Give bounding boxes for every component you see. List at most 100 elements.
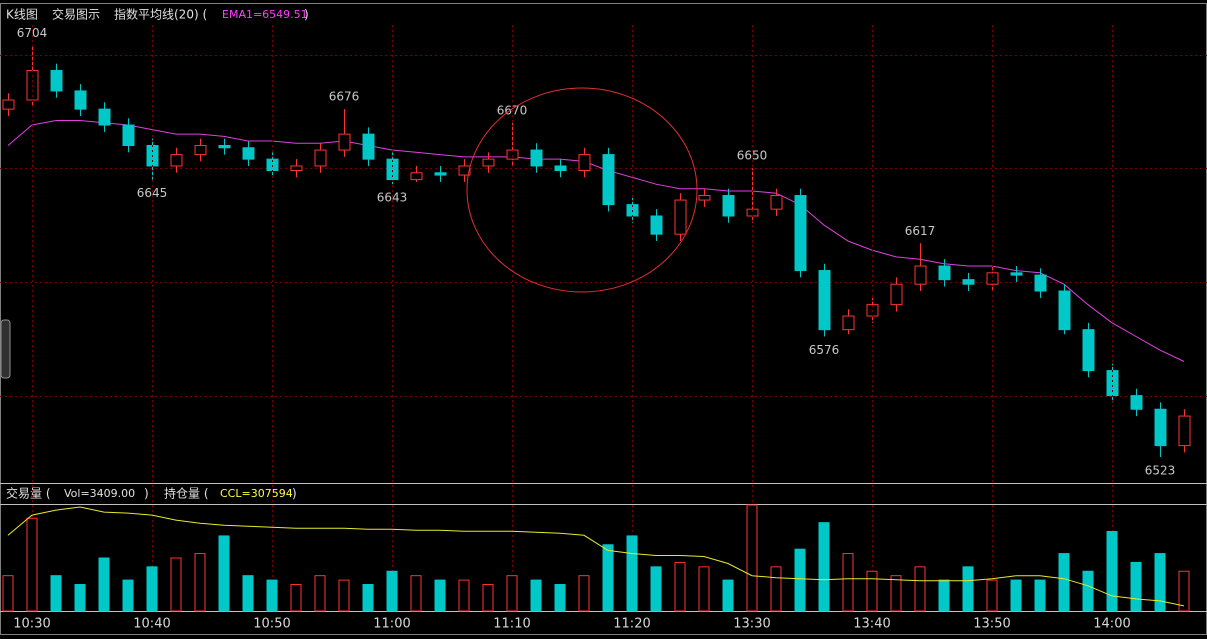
volume-bar xyxy=(554,584,566,612)
low-label: 6576 xyxy=(809,343,840,357)
candle-body xyxy=(698,195,711,201)
ema-line xyxy=(7,120,1185,362)
candle-body xyxy=(122,124,135,147)
vol-close: ) xyxy=(144,487,149,501)
ema-title: 指数平均线(20) ( xyxy=(114,7,207,22)
high-label: 6704 xyxy=(17,26,48,40)
x-tick-label: 10:30 xyxy=(13,617,50,632)
volume-bar xyxy=(338,579,350,612)
volume-bar xyxy=(26,517,38,612)
candle-body xyxy=(194,145,207,156)
volume-bar xyxy=(458,579,470,612)
volume-bar xyxy=(314,575,326,612)
candle-body xyxy=(290,165,303,172)
volume-bar xyxy=(170,557,182,612)
x-tick-label: 10:50 xyxy=(253,617,290,632)
candle-body xyxy=(1010,272,1023,276)
volume-bar xyxy=(98,557,110,612)
candle-body xyxy=(482,158,495,167)
candle-body xyxy=(986,272,999,285)
volume-bar xyxy=(1010,579,1022,612)
tab-kline[interactable]: K线图 xyxy=(6,8,38,22)
low-label: 6645 xyxy=(137,186,168,200)
ccl-line xyxy=(7,506,1185,607)
candle-body xyxy=(434,172,447,176)
candle-body xyxy=(50,69,63,92)
volume-bar xyxy=(746,504,758,612)
candle-body xyxy=(242,147,255,160)
scroll-handle[interactable] xyxy=(0,319,11,379)
candle-body xyxy=(650,215,663,235)
volume-bar xyxy=(866,570,878,612)
plot-area: 67046676667066506617664566436576652310:3… xyxy=(0,25,1207,632)
volume-bar xyxy=(698,566,710,612)
volume-bar xyxy=(1034,579,1046,612)
volume-bar xyxy=(674,561,686,612)
x-tick-label: 13:50 xyxy=(973,617,1010,632)
ccl-close: ) xyxy=(292,487,297,501)
highlight-circle xyxy=(466,87,698,293)
volume-bar xyxy=(650,566,662,612)
high-label: 6676 xyxy=(329,90,360,104)
volume-bar xyxy=(146,566,158,612)
candle-body xyxy=(98,108,111,126)
x-tick-label: 11:00 xyxy=(373,617,410,632)
x-tick-label: 13:30 xyxy=(733,617,770,632)
volume-bar xyxy=(194,553,206,612)
candle-body xyxy=(722,195,735,217)
ema-value: EMA1=6549.51 xyxy=(222,8,308,21)
volume-bar xyxy=(818,522,830,612)
volume-bar xyxy=(602,544,614,612)
volume-bar xyxy=(1130,561,1142,612)
volume-bar xyxy=(218,535,230,612)
x-tick-label: 11:20 xyxy=(613,617,650,632)
volume-bar xyxy=(842,553,854,612)
tab-trade[interactable]: 交易图示 xyxy=(52,7,100,22)
candle-body xyxy=(842,315,855,331)
low-label: 6523 xyxy=(1145,463,1176,477)
volume-bar xyxy=(530,579,542,612)
candle-body xyxy=(674,199,687,235)
volume-bar xyxy=(1154,553,1166,612)
volume-bar xyxy=(1106,531,1118,612)
volume-bar xyxy=(722,579,734,612)
candle-body xyxy=(362,133,375,160)
volume-bar xyxy=(770,566,782,612)
volume-bar xyxy=(290,584,302,612)
candle-body xyxy=(938,265,951,281)
volume-bar xyxy=(74,584,86,612)
candle-body xyxy=(458,165,471,176)
ccl-value: CCL=307594 xyxy=(220,487,293,500)
candle-body xyxy=(1034,274,1047,292)
candle-body xyxy=(74,90,87,110)
candle-body xyxy=(602,154,615,206)
volume-bar xyxy=(434,579,446,612)
volume-bar xyxy=(1178,570,1190,612)
high-label: 6617 xyxy=(905,224,936,238)
candle-body xyxy=(530,149,543,167)
candle-body xyxy=(914,265,927,285)
candle-body xyxy=(770,195,783,210)
candle-body xyxy=(386,158,399,181)
candle-body xyxy=(962,279,975,285)
volume-bar xyxy=(938,579,950,612)
candle-body xyxy=(1178,415,1191,447)
x-tick-label: 13:40 xyxy=(853,617,890,632)
volume-bar xyxy=(386,570,398,612)
volume-bar xyxy=(1082,570,1094,612)
candle-body xyxy=(1058,290,1071,331)
volume-bar xyxy=(794,548,806,612)
ema-close: ) xyxy=(304,8,309,22)
volume-bar xyxy=(50,575,62,612)
volume-bar xyxy=(506,575,518,612)
volume-bar xyxy=(986,579,998,612)
candle-body xyxy=(794,195,807,272)
low-label: 6643 xyxy=(377,191,408,205)
candle-body xyxy=(554,165,567,172)
candle-body xyxy=(314,149,327,167)
volume-bar xyxy=(914,566,926,612)
candle-body xyxy=(1082,329,1095,372)
candle-body xyxy=(338,133,351,151)
x-tick-label: 10:40 xyxy=(133,617,170,632)
